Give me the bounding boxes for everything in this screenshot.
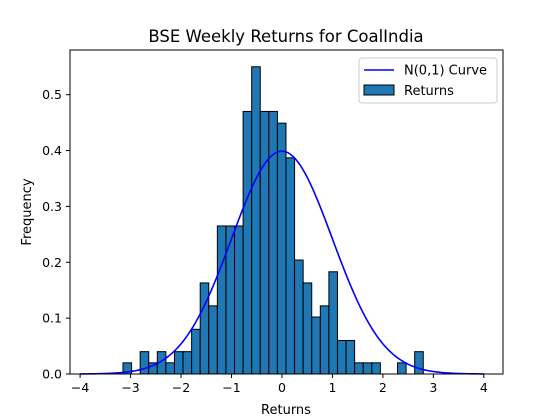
legend-label-returns: Returns: [404, 84, 454, 99]
histogram-bar: [216, 225, 227, 375]
histogram-bar: [414, 351, 424, 375]
histogram-bar: [139, 351, 150, 375]
x-tick-label: −4: [71, 380, 89, 395]
x-tick-label: −2: [172, 380, 190, 395]
histogram-bar: [319, 305, 330, 375]
histogram-bar: [328, 271, 338, 375]
x-axis-label: Returns: [261, 403, 311, 418]
histogram-bar: [268, 110, 278, 375]
normal-curve-line: [80, 150, 484, 375]
y-tick-label: 0.3: [42, 199, 62, 214]
histogram-bar: [182, 351, 193, 375]
legend-bar-swatch: [363, 84, 395, 96]
histogram-bar: [242, 110, 253, 375]
histogram-bar: [336, 339, 347, 375]
histogram-bar: [362, 362, 373, 375]
histogram-bar: [191, 328, 201, 375]
plot-area-frame: [69, 49, 504, 375]
legend-label-curve: N(0,1) Curve: [404, 64, 487, 79]
y-axis-ticks: 0.0 0.1 0.2 0.3 0.4 0.5: [42, 87, 70, 382]
histogram-bars: [122, 66, 424, 375]
histogram-bar: [302, 282, 313, 375]
histogram-bar: [371, 362, 381, 375]
y-tick-label: 0.1: [42, 311, 62, 326]
histogram-bar: [208, 305, 218, 375]
histogram-bar: [199, 282, 210, 375]
histogram-bar: [345, 339, 356, 375]
y-tick-label: 0.5: [42, 87, 62, 102]
normal-curve-layer: [80, 150, 484, 375]
histogram-bar: [251, 66, 261, 375]
x-tick-label: 2: [379, 380, 387, 395]
y-tick-label: 0.0: [42, 367, 62, 382]
chart-title: BSE Weekly Returns for CoalIndia: [148, 27, 423, 46]
x-tick-label: −3: [121, 380, 139, 395]
x-tick-label: 4: [480, 380, 488, 395]
y-axis-label: Frequency: [20, 178, 35, 245]
x-tick-label: 0: [278, 380, 286, 395]
y-tick-label: 0.2: [42, 255, 62, 270]
histogram-bar: [234, 225, 244, 375]
histogram-bar: [354, 362, 364, 375]
x-axis-ticks: −4 −3 −2 −1 0 1 2 3 4: [71, 374, 488, 395]
histogram-bar: [259, 110, 270, 375]
histogram-bar: [397, 362, 407, 375]
histogram-bar: [165, 362, 175, 375]
histogram-bar: [276, 122, 287, 375]
histogram-bar: [285, 157, 296, 375]
histogram-bar: [311, 316, 321, 375]
chart-legend: N(0,1) Curve Returns: [358, 57, 498, 104]
x-tick-label: −1: [222, 380, 240, 395]
histogram-bar: [173, 351, 184, 375]
x-tick-label: 3: [429, 380, 437, 395]
x-tick-label: 1: [328, 380, 336, 395]
histogram-bar: [294, 259, 304, 375]
y-tick-label: 0.4: [42, 143, 62, 158]
